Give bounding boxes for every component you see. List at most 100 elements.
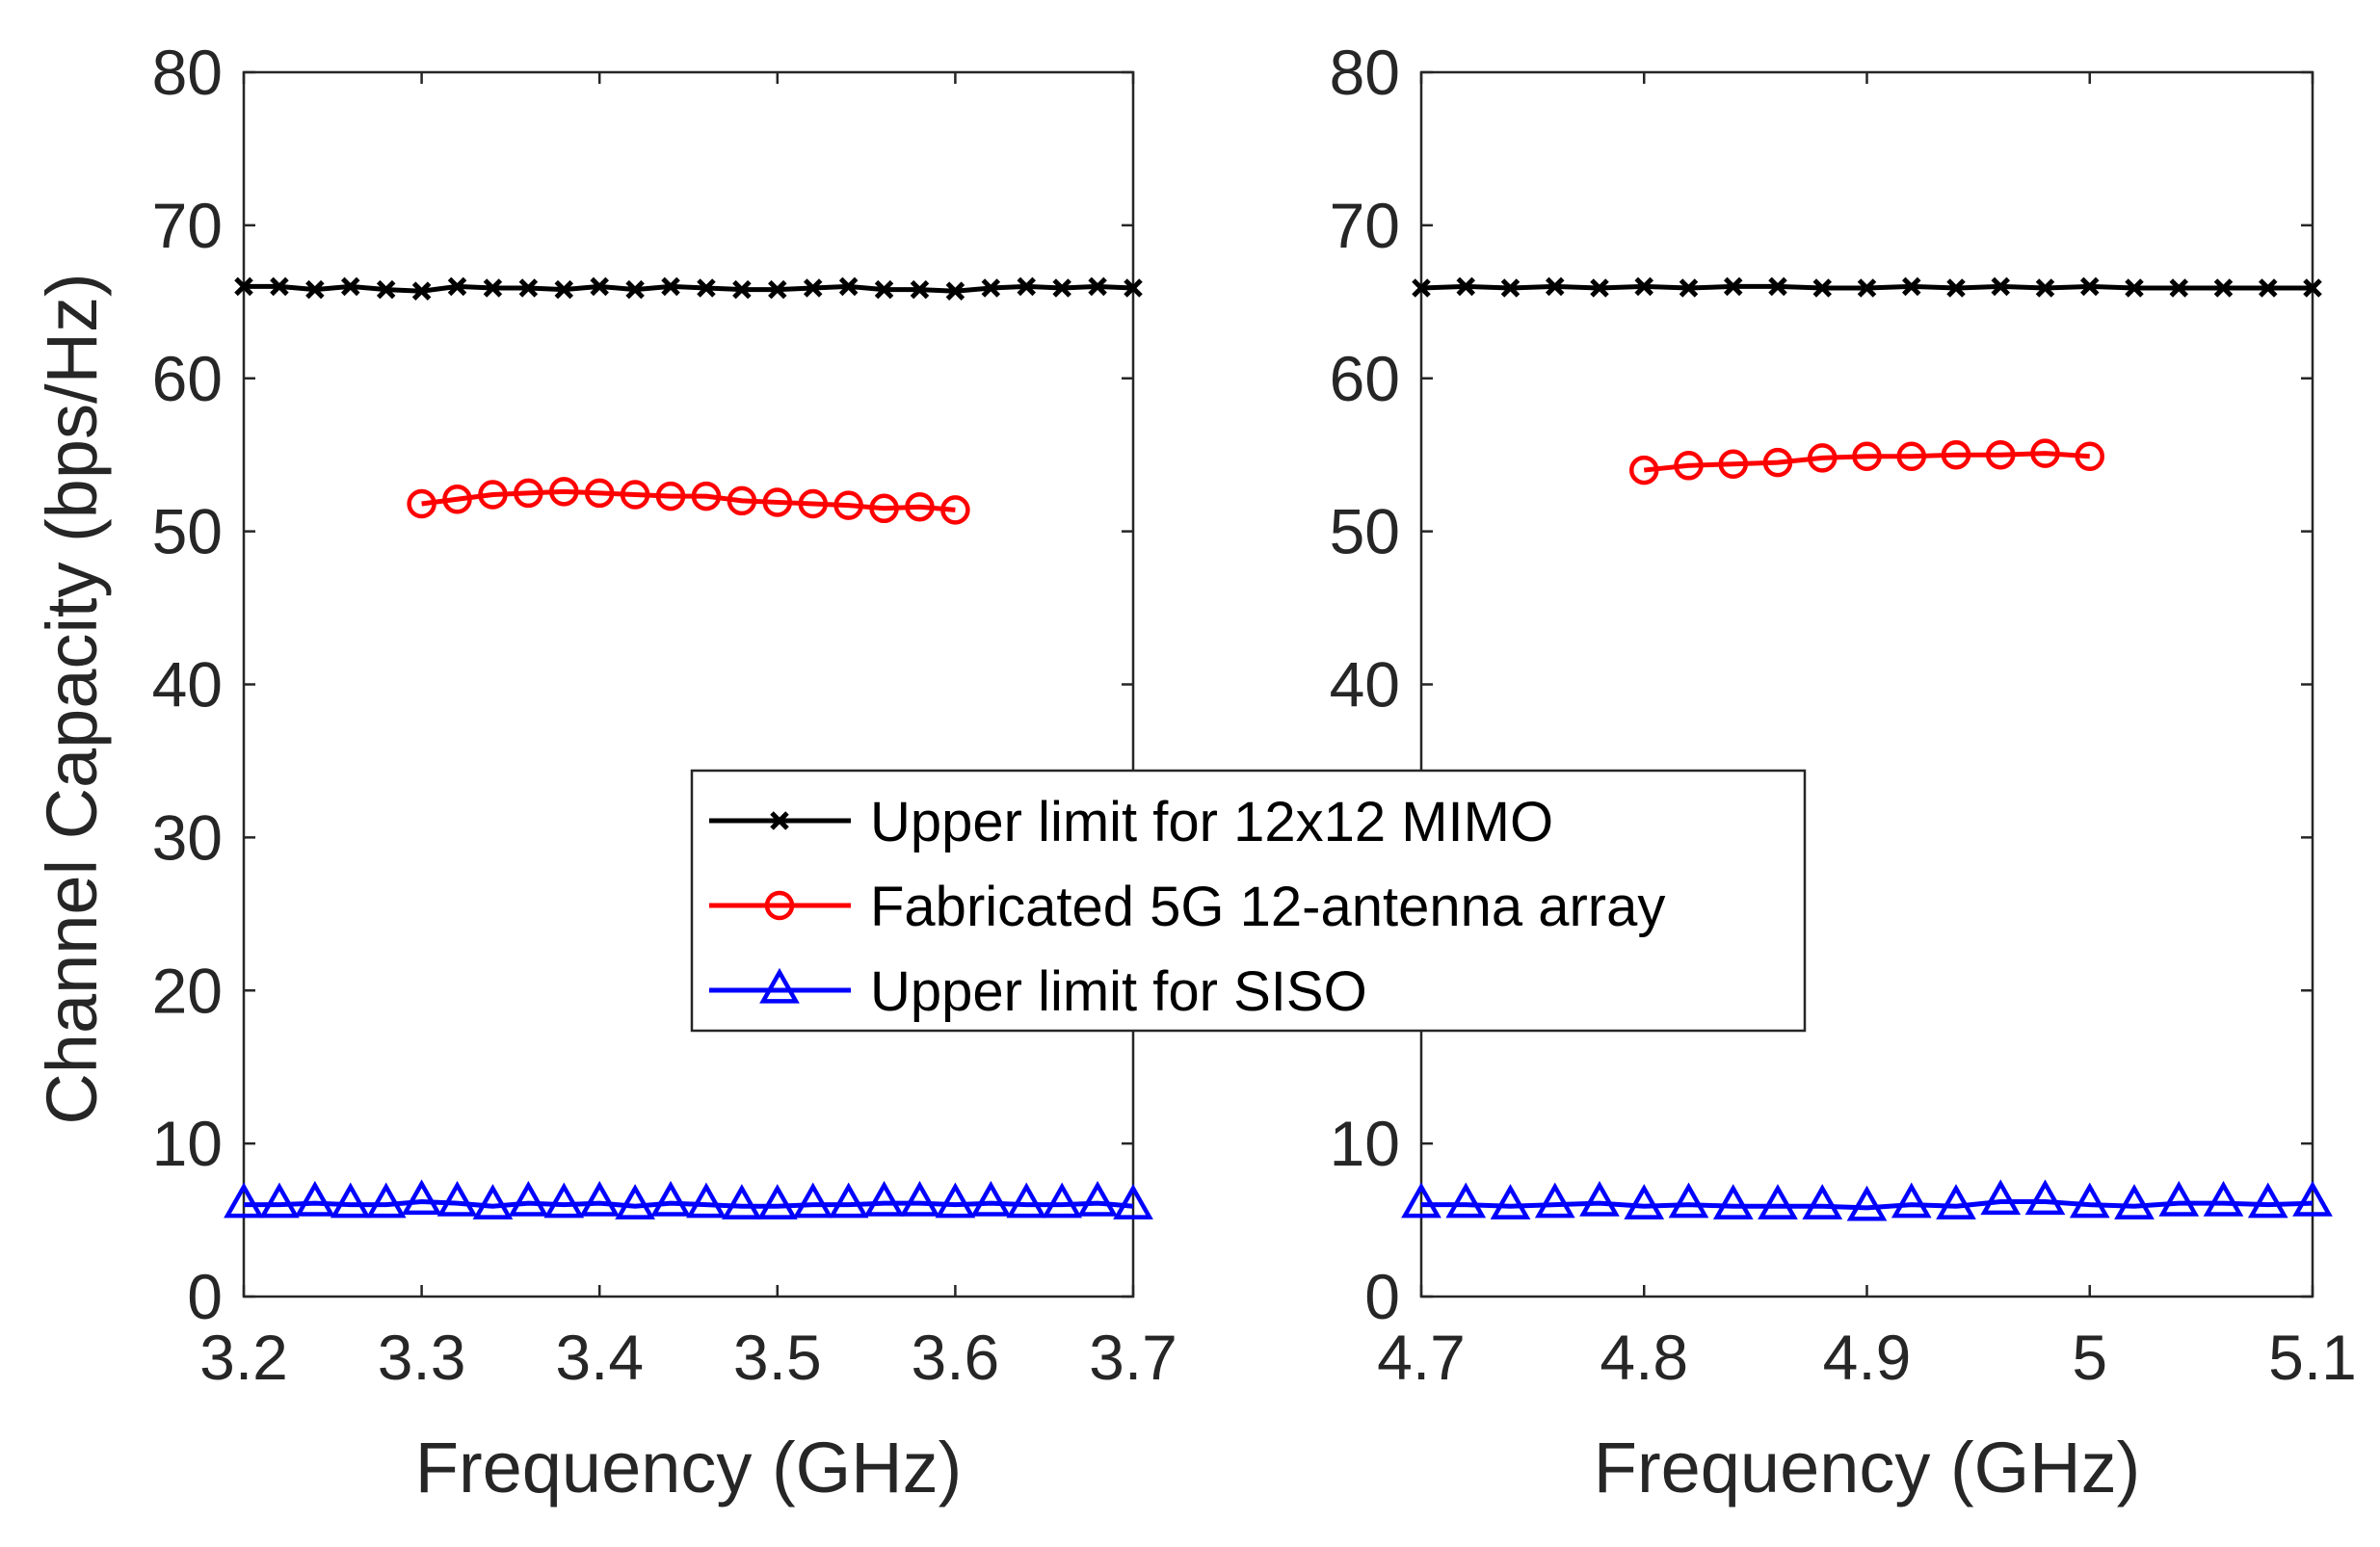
data-point	[1941, 439, 1971, 470]
data-point	[1534, 1182, 1575, 1219]
subplot-2: 010203040506070804.74.84.955.1Frequency …	[1330, 37, 2357, 1508]
x-tick-label: 3.3	[378, 1322, 466, 1393]
data-point	[2247, 1182, 2288, 1219]
data-point	[1629, 455, 1659, 485]
y-tick-label: 0	[187, 1261, 223, 1332]
data-point	[478, 480, 508, 510]
data-point	[1490, 1184, 1531, 1219]
data-point	[554, 279, 574, 300]
y-tick-label: 50	[152, 496, 223, 567]
data-point	[650, 1180, 691, 1217]
series-triangle-3	[1401, 1179, 2333, 1221]
series-o-2	[407, 477, 970, 525]
legend-marker	[770, 811, 789, 830]
data-point	[2069, 1182, 2110, 1219]
data-point	[2158, 1180, 2200, 1217]
y-tick-label: 10	[152, 1108, 223, 1179]
data-point	[970, 1180, 1012, 1217]
data-point	[935, 1182, 976, 1219]
x-axis-label: Frequency (GHz)	[1594, 1428, 2140, 1508]
data-point	[234, 276, 253, 297]
y-tick-label: 0	[1364, 1261, 1400, 1332]
data-point	[940, 495, 970, 525]
y-tick-label: 50	[1330, 496, 1400, 567]
data-point	[798, 488, 828, 519]
data-point	[1986, 439, 2016, 470]
x-tick-label: 3.7	[1089, 1322, 1177, 1393]
data-point	[1042, 1182, 1083, 1219]
data-point	[2075, 441, 2104, 472]
data-point	[1723, 276, 1743, 297]
data-point	[270, 276, 289, 297]
series-line	[1643, 451, 2090, 473]
data-point	[691, 481, 722, 511]
data-point	[905, 491, 935, 522]
data-point	[661, 276, 680, 297]
y-tick-label: 40	[152, 649, 223, 721]
x-tick-label: 3.2	[199, 1322, 288, 1393]
x-tick-label: 4.9	[1823, 1322, 1912, 1393]
data-point	[1891, 1182, 1932, 1219]
data-point	[2035, 278, 2055, 298]
data-point	[899, 1180, 940, 1217]
data-point	[2169, 278, 2189, 298]
data-point	[863, 1180, 905, 1217]
series-triangle-3	[224, 1179, 1153, 1219]
data-point	[483, 278, 503, 298]
legend-label: Upper limit for SISO	[870, 960, 1367, 1023]
data-point	[1634, 276, 1654, 297]
y-tick-label: 60	[152, 343, 223, 414]
y-axis-label: Channel Capacity (bps/Hz)	[32, 273, 112, 1124]
data-point	[590, 276, 609, 297]
data-point	[2079, 276, 2100, 297]
data-point	[1590, 278, 1609, 298]
data-point	[1762, 447, 1793, 478]
data-point	[625, 279, 645, 300]
data-point	[549, 477, 579, 507]
legend-item: Upper limit for SISO	[709, 960, 1367, 1023]
data-point	[365, 1182, 407, 1219]
data-point	[584, 478, 615, 509]
data-point	[259, 1182, 300, 1219]
data-point	[756, 1184, 798, 1219]
data-point	[838, 276, 859, 297]
data-point	[1579, 1180, 1620, 1217]
data-point	[1052, 278, 1071, 298]
data-point	[620, 480, 650, 510]
data-point	[1718, 449, 1748, 479]
data-point	[1857, 278, 1877, 298]
data-point	[732, 279, 752, 300]
data-point	[1674, 451, 1704, 481]
data-point	[762, 487, 793, 517]
data-point	[2114, 1184, 2155, 1219]
data-point	[508, 1180, 549, 1217]
data-point	[1668, 1182, 1709, 1219]
data-point	[1401, 1182, 1441, 1219]
data-point	[910, 279, 930, 300]
data-point	[615, 1184, 655, 1219]
data-point	[655, 481, 686, 511]
data-point	[1808, 443, 1838, 473]
data-point	[407, 488, 436, 519]
y-tick-label: 60	[1330, 343, 1400, 414]
data-point	[1946, 278, 1966, 298]
data-point	[1896, 441, 1926, 472]
data-point	[1456, 276, 1476, 297]
y-tick-label: 70	[1330, 190, 1400, 261]
x-tick-label: 4.7	[1377, 1322, 1466, 1393]
data-point	[1712, 1184, 1754, 1219]
data-point	[768, 279, 787, 300]
data-point	[514, 478, 543, 509]
data-point	[1802, 1184, 1843, 1219]
legend-label: Fabricated 5G 12-antenna array	[870, 876, 1665, 938]
data-point	[2292, 1180, 2333, 1217]
data-point	[376, 279, 396, 300]
data-point	[1768, 276, 1787, 297]
legend-marker	[759, 967, 800, 1004]
data-point	[1113, 1184, 1153, 1219]
data-point	[1679, 278, 1699, 298]
legend-box	[690, 769, 1807, 1033]
x-axis-label: Frequency (GHz)	[415, 1428, 962, 1508]
